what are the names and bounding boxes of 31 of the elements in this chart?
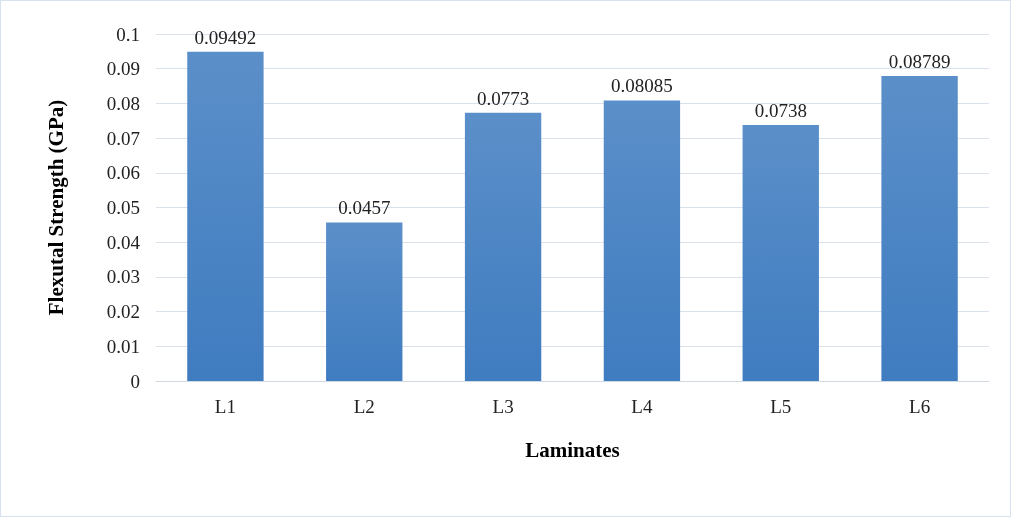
y-tick-label: 0.06: [106, 162, 140, 184]
x-tick-label: L5: [770, 396, 792, 417]
bar: [187, 51, 264, 381]
data-label: 0.0738: [754, 99, 807, 121]
x-tick-label: L2: [353, 396, 375, 417]
x-axis-title: Laminates: [525, 437, 620, 462]
bar: [603, 100, 681, 381]
bar: [464, 112, 542, 381]
y-tick-label: 0.1: [116, 23, 140, 45]
y-tick-label: 0.05: [106, 197, 140, 218]
y-tick-label: 0.09: [106, 58, 140, 80]
bar: [326, 222, 403, 381]
x-tick-label: L6: [909, 396, 931, 417]
data-label: 0.0773: [476, 87, 530, 109]
x-tick-label: L3: [492, 396, 514, 417]
y-tick-label: 0.02: [106, 301, 140, 323]
data-label: 0.09492: [194, 26, 257, 48]
data-label: 0.0457: [338, 197, 391, 219]
bar: [742, 124, 819, 381]
x-tick-label: L4: [631, 396, 653, 417]
y-tick-label: 0.04: [106, 231, 141, 253]
y-tick-label: 0.07: [106, 127, 140, 149]
data-label: 0.08789: [888, 51, 951, 73]
bar: [881, 76, 958, 381]
y-tick-label: 0.03: [106, 266, 140, 288]
data-label: 0.08085: [611, 75, 673, 97]
y-axis-title: Flexutal Strength (GPa): [43, 99, 68, 316]
x-tick-label: L1: [214, 396, 236, 417]
y-tick-label: 0: [130, 370, 140, 392]
y-tick-label: 0.01: [106, 335, 140, 357]
y-tick-label: 0.08: [106, 92, 140, 114]
